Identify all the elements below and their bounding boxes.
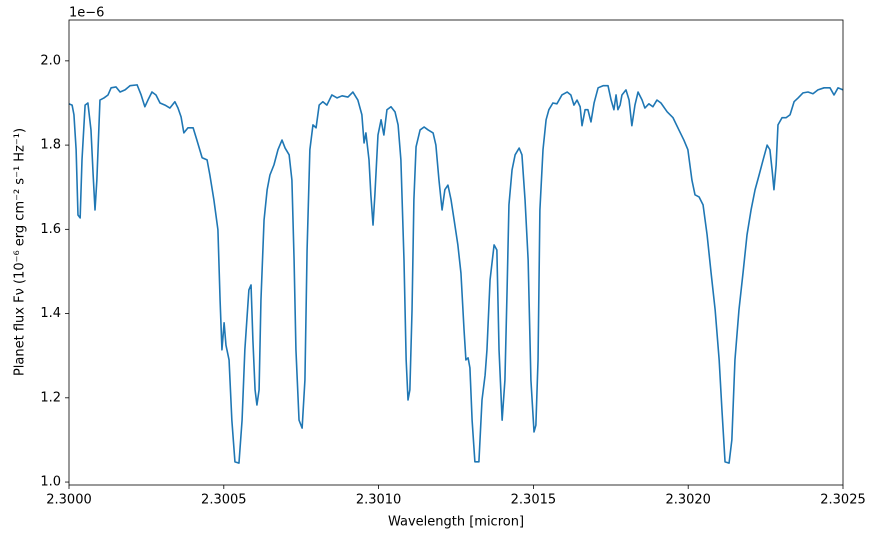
x-tick-label: 2.3010 xyxy=(356,493,402,508)
data-line xyxy=(68,84,844,464)
x-tick-label: 2.3015 xyxy=(511,493,557,508)
y-tick-label: 1.8 xyxy=(40,138,61,153)
x-tick-label: 2.3005 xyxy=(201,493,247,508)
y-tick-label: 1.2 xyxy=(40,390,61,405)
y-axis-label: Planet flux Fν (10⁻⁶ erg cm⁻² s⁻¹ Hz⁻¹) xyxy=(13,128,28,376)
x-tick-label: 2.3025 xyxy=(820,493,866,508)
y-offset-text: 1e−6 xyxy=(69,6,104,21)
x-axis-label: Wavelength [micron] xyxy=(388,515,524,530)
x-tick-label: 2.3000 xyxy=(46,493,92,508)
y-tick-label: 1.0 xyxy=(40,475,61,490)
plot-frame xyxy=(68,19,844,486)
x-tick-label: 2.3020 xyxy=(665,493,711,508)
y-tick-label: 2.0 xyxy=(40,53,61,68)
y-tick-label: 1.4 xyxy=(40,306,61,321)
y-tick-label: 1.6 xyxy=(40,222,61,237)
